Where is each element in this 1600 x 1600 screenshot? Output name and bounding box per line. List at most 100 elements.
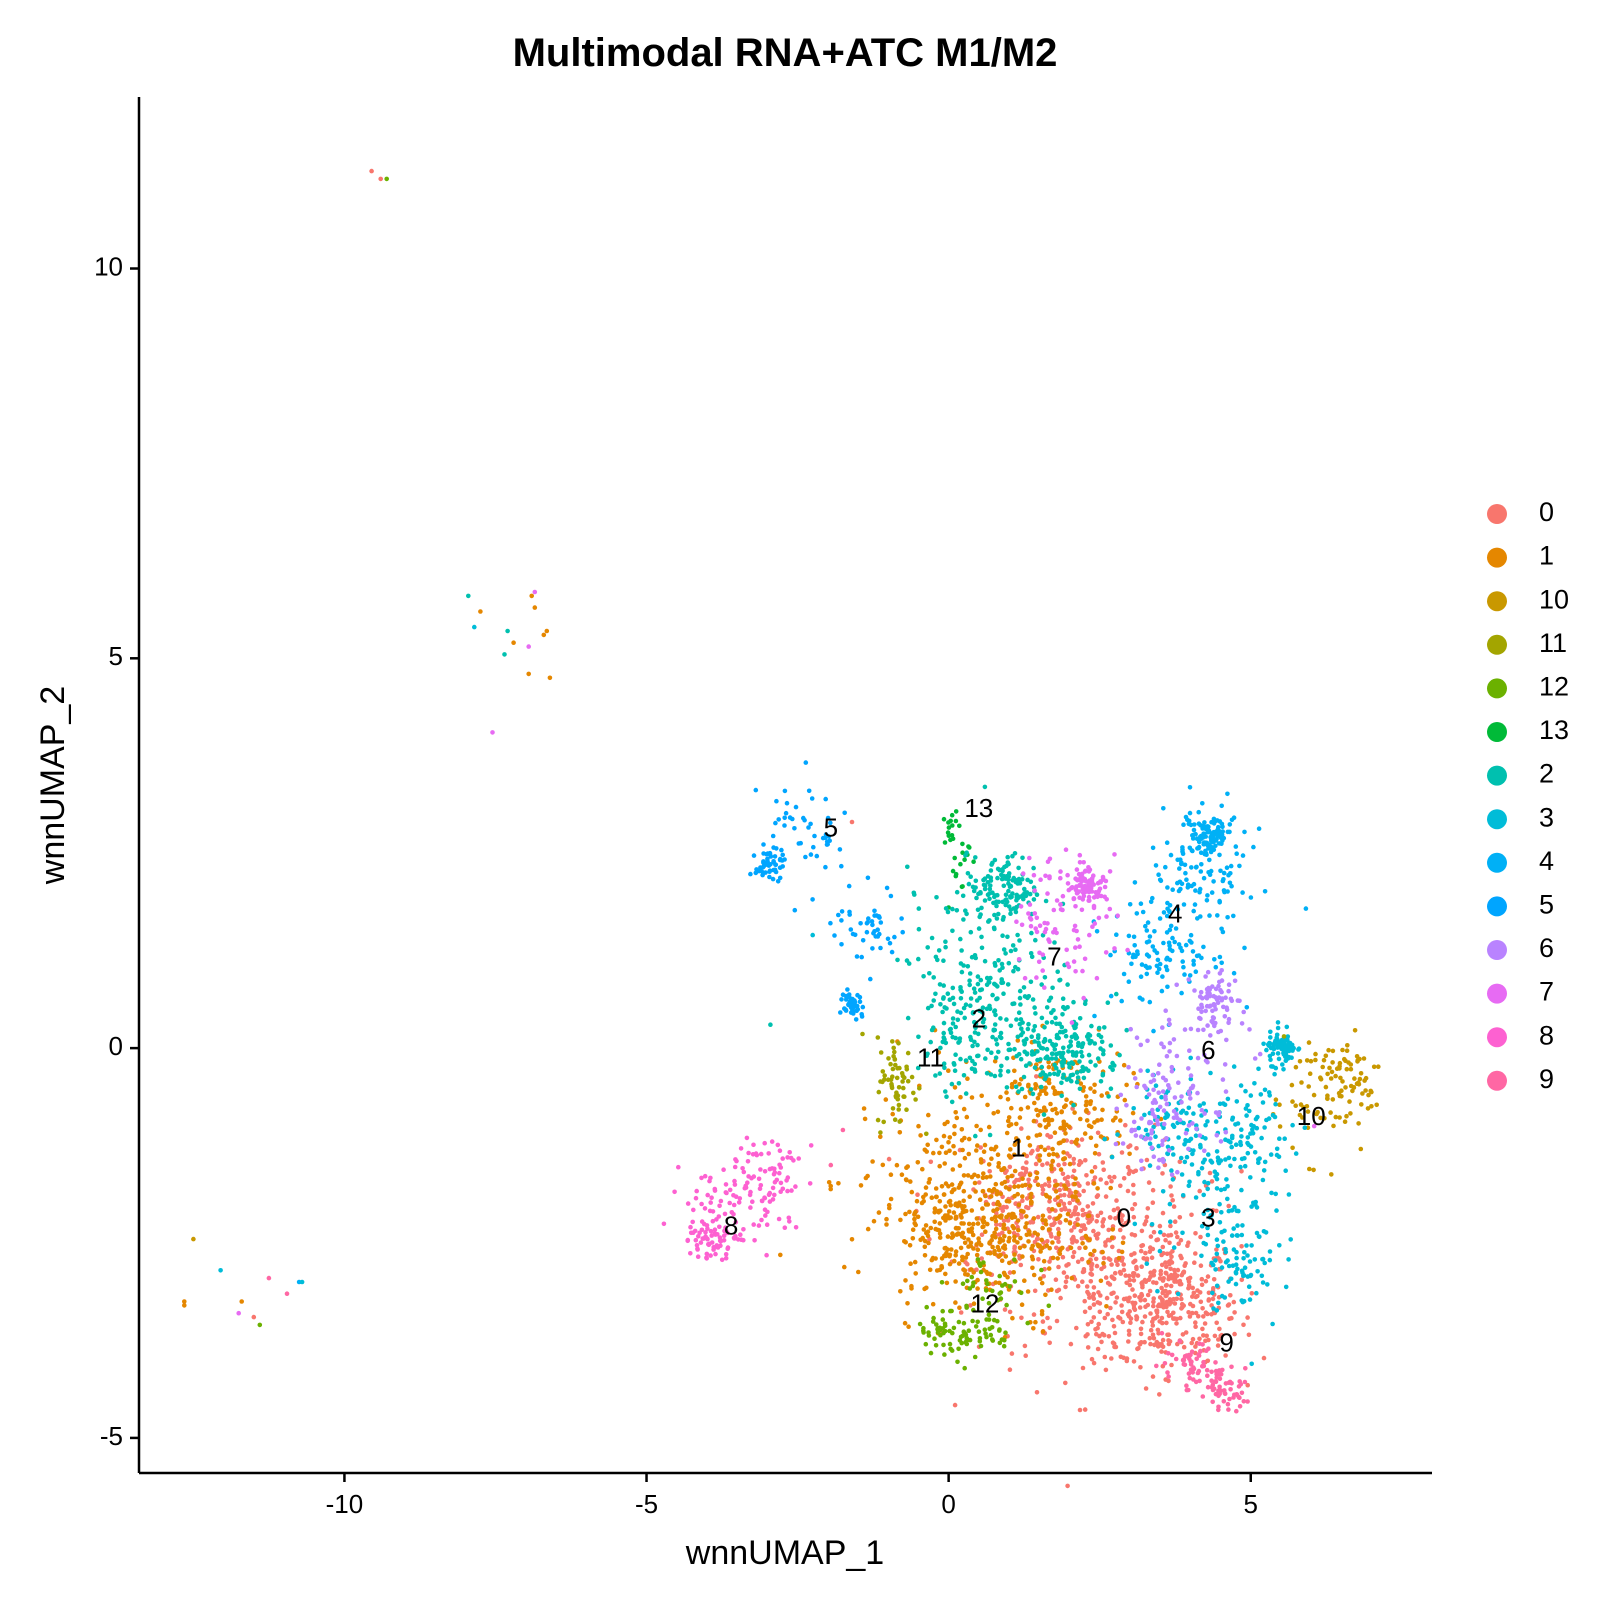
data-point	[1129, 1128, 1134, 1134]
data-point	[1213, 986, 1219, 992]
data-point	[860, 938, 866, 943]
data-point	[1089, 1023, 1094, 1029]
data-point	[1044, 1046, 1050, 1052]
data-point	[1247, 1108, 1252, 1114]
data-point	[1004, 863, 1009, 869]
data-point	[1096, 1151, 1102, 1157]
data-point	[808, 852, 814, 857]
data-point	[1016, 876, 1022, 882]
data-point	[974, 1252, 980, 1258]
legend-label: 13	[1539, 715, 1569, 745]
data-point	[862, 1116, 868, 1122]
data-point	[1023, 1063, 1029, 1068]
data-point	[1073, 1194, 1078, 1200]
data-point	[1111, 1207, 1117, 1213]
data-point	[975, 1247, 981, 1252]
data-point	[1138, 974, 1144, 979]
data-point	[696, 1234, 701, 1239]
data-point	[1075, 1222, 1080, 1227]
data-point	[951, 1001, 957, 1007]
data-point	[1193, 1231, 1198, 1236]
data-point	[1269, 1064, 1274, 1069]
data-point	[953, 1225, 959, 1231]
data-point	[909, 1074, 915, 1080]
data-point	[1091, 1315, 1097, 1320]
data-point	[949, 1182, 955, 1187]
data-point	[1087, 898, 1092, 903]
data-point	[1186, 1183, 1192, 1189]
outlier-point	[532, 589, 538, 595]
data-point	[779, 847, 784, 853]
data-point	[944, 1280, 950, 1286]
data-point	[1198, 1263, 1204, 1268]
data-point	[1089, 1356, 1095, 1362]
data-point	[878, 920, 884, 925]
data-point	[999, 1258, 1005, 1263]
data-point	[839, 863, 844, 869]
data-point	[1055, 1195, 1061, 1200]
data-point	[1091, 1360, 1097, 1366]
data-point	[709, 1195, 714, 1200]
data-point	[768, 854, 774, 859]
data-point	[964, 850, 969, 855]
data-point	[1084, 1099, 1089, 1105]
data-point	[1252, 1056, 1258, 1061]
outlier-point	[828, 1162, 834, 1168]
data-point	[1159, 1262, 1165, 1268]
data-point	[1283, 1058, 1289, 1063]
data-point	[756, 1176, 762, 1182]
data-point	[989, 1216, 995, 1222]
data-point	[1345, 1043, 1350, 1048]
data-point	[961, 917, 966, 922]
data-point	[1117, 1227, 1123, 1233]
data-point	[1042, 1025, 1047, 1030]
data-point	[1193, 1195, 1199, 1200]
data-point	[983, 1229, 988, 1234]
data-point	[1151, 1303, 1156, 1309]
data-point	[1042, 1072, 1048, 1078]
data-point	[1147, 1141, 1153, 1146]
data-point	[997, 1340, 1003, 1346]
data-point	[906, 961, 912, 966]
data-point	[871, 1218, 877, 1224]
data-point	[1147, 1249, 1153, 1254]
data-point	[952, 1068, 958, 1073]
data-point	[1239, 1127, 1244, 1132]
data-point	[950, 823, 955, 828]
data-point	[1132, 1202, 1138, 1207]
data-point	[952, 1402, 958, 1408]
data-point	[866, 916, 871, 921]
cluster-8-points	[661, 1135, 814, 1263]
data-point	[1147, 934, 1153, 939]
data-point	[1148, 1136, 1153, 1141]
data-point	[1188, 1026, 1194, 1032]
data-point	[988, 1072, 994, 1077]
data-point	[982, 1142, 988, 1148]
data-point	[1027, 1172, 1033, 1178]
data-point	[939, 1256, 945, 1261]
data-point	[973, 1133, 978, 1139]
data-point	[922, 1244, 928, 1250]
data-point	[1012, 1168, 1018, 1174]
data-point	[1092, 1248, 1097, 1254]
data-point	[1201, 1333, 1206, 1338]
data-point	[1180, 1193, 1186, 1198]
data-point	[1175, 1291, 1181, 1297]
data-point	[1293, 1151, 1299, 1156]
data-point	[708, 1228, 714, 1234]
data-point	[1023, 1169, 1029, 1175]
data-point	[839, 918, 844, 923]
data-point	[1223, 1353, 1228, 1358]
data-point	[1288, 1237, 1293, 1242]
data-point	[1244, 1113, 1249, 1118]
data-point	[1150, 895, 1155, 901]
data-point	[1185, 817, 1190, 822]
data-point	[895, 1096, 901, 1102]
data-point	[1227, 829, 1232, 835]
data-point	[1117, 1210, 1122, 1216]
data-point	[787, 1219, 792, 1224]
data-point	[1258, 1092, 1264, 1097]
data-point	[1099, 1117, 1104, 1122]
data-point	[1108, 952, 1113, 958]
data-point	[1254, 1125, 1260, 1131]
